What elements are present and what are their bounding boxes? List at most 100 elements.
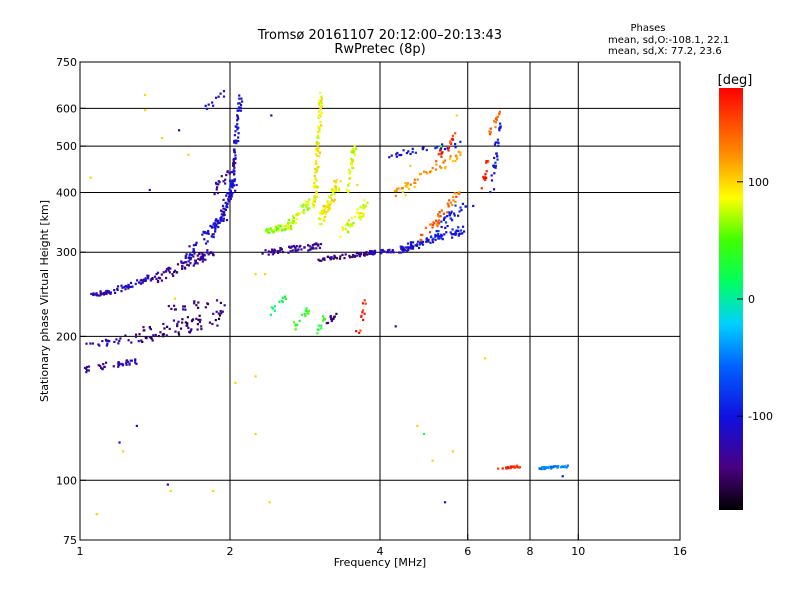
data-point	[317, 324, 320, 327]
data-point	[314, 162, 318, 165]
data-point	[489, 131, 492, 134]
data-point	[330, 193, 333, 197]
data-point	[317, 244, 320, 247]
data-point	[128, 363, 131, 366]
data-point	[347, 223, 350, 227]
data-point	[236, 115, 239, 118]
data-point	[205, 232, 208, 235]
data-point	[325, 322, 328, 325]
data-point	[445, 231, 448, 234]
data-point	[548, 465, 551, 468]
data-point	[490, 174, 493, 177]
data-point	[105, 292, 108, 296]
data-point	[405, 151, 409, 155]
data-point	[327, 207, 331, 210]
data-point	[144, 336, 147, 339]
data-point	[320, 327, 323, 330]
data-point	[143, 329, 146, 332]
data-point	[281, 300, 284, 304]
data-points	[83, 90, 569, 516]
data-point	[237, 126, 240, 129]
data-point	[218, 181, 221, 184]
data-point	[129, 285, 132, 289]
colorbar-tick-label: -100	[748, 410, 773, 423]
data-point	[433, 222, 436, 225]
data-point	[395, 187, 399, 191]
data-point	[118, 441, 121, 444]
data-point	[451, 450, 455, 453]
data-point	[231, 179, 234, 182]
data-point	[127, 287, 130, 290]
data-point	[339, 255, 342, 258]
data-point	[397, 187, 400, 190]
data-point	[281, 227, 284, 230]
data-point	[417, 246, 421, 250]
data-point	[501, 467, 504, 470]
data-point	[305, 205, 308, 208]
data-point	[119, 337, 122, 340]
data-point	[352, 149, 355, 153]
data-point	[127, 285, 130, 289]
data-point	[323, 318, 327, 321]
data-point	[214, 228, 217, 231]
data-point	[230, 182, 233, 185]
data-point	[494, 141, 497, 144]
data-point	[316, 332, 319, 335]
data-point	[203, 238, 206, 241]
data-point	[389, 251, 392, 254]
data-point	[307, 309, 310, 313]
data-point	[457, 150, 460, 153]
data-point	[494, 125, 497, 129]
data-point	[197, 306, 200, 309]
data-point	[447, 205, 450, 208]
data-point	[333, 192, 336, 195]
data-point	[443, 159, 447, 162]
data-point	[147, 274, 150, 277]
data-point	[100, 292, 104, 295]
data-point	[385, 251, 389, 254]
data-point	[409, 243, 413, 246]
data-point	[185, 253, 188, 256]
data-point	[294, 250, 297, 253]
data-point	[134, 333, 138, 336]
data-point	[202, 258, 205, 261]
data-point	[315, 191, 318, 195]
data-point	[284, 297, 288, 301]
data-point	[271, 307, 275, 310]
x-tick-label: 10	[571, 545, 585, 558]
data-point	[364, 302, 367, 305]
data-point	[204, 242, 208, 245]
data-point	[498, 111, 501, 114]
data-point	[322, 218, 325, 221]
data-point	[86, 369, 89, 372]
data-point	[200, 257, 203, 261]
data-point	[303, 212, 306, 215]
data-point	[434, 234, 437, 237]
data-point	[334, 189, 337, 192]
data-point	[350, 217, 353, 220]
data-point	[91, 342, 95, 345]
data-point	[233, 179, 236, 183]
data-point	[425, 148, 428, 152]
data-point	[484, 176, 488, 180]
data-point	[484, 357, 487, 360]
data-point	[431, 241, 435, 244]
data-point	[315, 185, 319, 188]
data-point	[330, 198, 334, 201]
data-point	[206, 302, 209, 305]
data-point	[234, 157, 237, 160]
data-point	[356, 183, 359, 187]
data-point	[308, 245, 311, 248]
data-point	[434, 235, 437, 238]
data-point	[187, 153, 190, 156]
data-point	[460, 209, 463, 212]
data-point	[437, 237, 440, 240]
data-point	[151, 278, 154, 281]
data-point	[102, 291, 105, 295]
y-tick-label: 100	[56, 474, 77, 487]
data-point	[400, 153, 403, 157]
data-point	[315, 148, 318, 151]
data-point	[271, 253, 275, 256]
data-point	[221, 204, 225, 208]
x-tick-label: 8	[527, 545, 534, 558]
